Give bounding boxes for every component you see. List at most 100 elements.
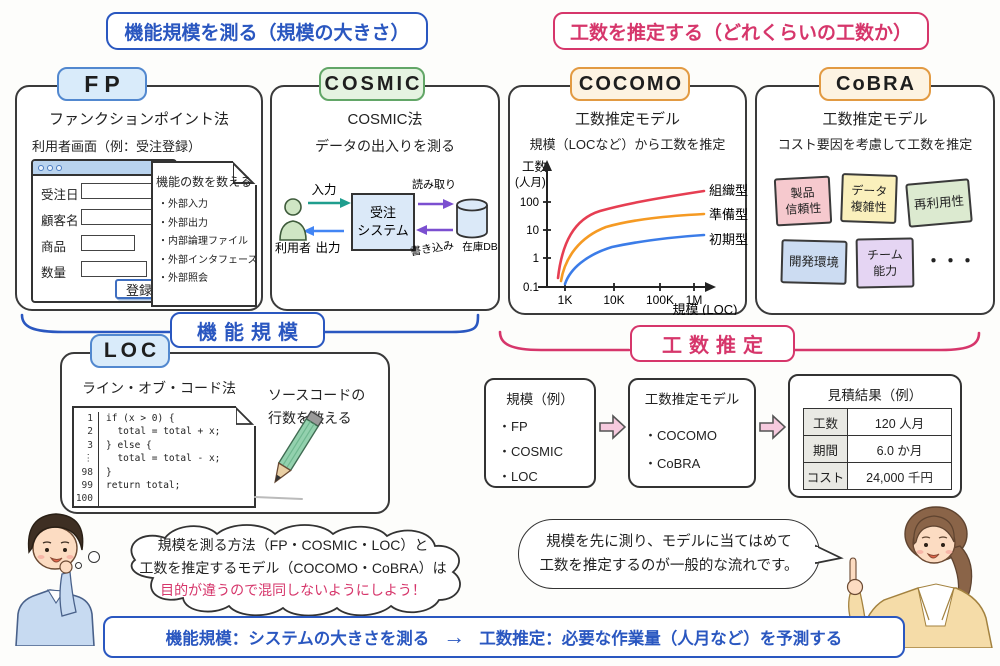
x-tick-label: 1K bbox=[558, 293, 573, 307]
flow-box-model-title: 工数推定モデル bbox=[644, 392, 740, 407]
form-field-label: 受注日 bbox=[41, 188, 79, 202]
legend-label-semidetached: 準備型 bbox=[709, 207, 748, 222]
curve-organic bbox=[556, 189, 706, 280]
form-field-label: 顧客名 bbox=[41, 214, 79, 228]
code-line: 100 bbox=[74, 492, 254, 506]
paper-fold-icon bbox=[233, 161, 257, 185]
y-axis-label-1: 工数 bbox=[522, 159, 548, 174]
cocomo-subtitle: 規模（LOCなど）から工数を推定 bbox=[529, 137, 726, 152]
thought-dot bbox=[75, 562, 82, 569]
code-line: 99 return total; bbox=[74, 479, 254, 493]
paper-fold-icon bbox=[236, 406, 256, 426]
window-dot bbox=[47, 164, 53, 171]
x-axis-label: 規模 (LOC) bbox=[672, 302, 737, 315]
cocomo-panel: COCOMO 工数推定モデル 規模（LOCなど）から工数を推定 工数 (人月) … bbox=[508, 67, 748, 315]
form-field-input bbox=[81, 209, 155, 225]
database-label: 在庫DB bbox=[462, 240, 498, 253]
code-line: 98} bbox=[74, 465, 254, 480]
table-row: 工数 120 人月 bbox=[803, 408, 952, 436]
input-arrowhead bbox=[340, 198, 351, 208]
y-tick-label: 0.1 bbox=[523, 282, 539, 294]
cost-factor-card-dev-environment: 開発環境 bbox=[780, 239, 848, 285]
cost-factor-card-reliability: 製品 信頼性 bbox=[773, 175, 833, 227]
code-line: 2 total = total + x; bbox=[74, 425, 254, 439]
read-arrowhead bbox=[443, 199, 454, 209]
note-item: ・外部出力 bbox=[158, 217, 208, 229]
system-label-1: 受注 bbox=[370, 205, 396, 220]
system-box bbox=[351, 193, 415, 251]
flow-box-scale: 規模（例） ・FP ・COSMIC ・LOC bbox=[484, 378, 596, 488]
code-paper: 1 if (x > 0) { 2 total = total + x; 3} el… bbox=[72, 406, 256, 508]
flow-box-result-title: 見積結果（例） bbox=[827, 388, 923, 403]
cost-factor-card-reusability: 再利用性 bbox=[905, 178, 973, 228]
brace-effort-estimation bbox=[498, 330, 981, 352]
read-arrow-label: 読み取り bbox=[412, 177, 456, 191]
table-row: コスト 24,000 千円 bbox=[803, 462, 952, 490]
user-label: 利用者 bbox=[275, 241, 311, 255]
cobra-title: 工数推定モデル bbox=[822, 111, 928, 128]
effort-chart: 工数 (人月) 100 10 1 0.1 1K 10K 100K 1M 規模 (… bbox=[515, 159, 748, 315]
cosmic-panel: COSMIC COSMIC法 データの出入りを測る 入力 利用者 出力 受注 シ… bbox=[270, 67, 500, 311]
system-label-2: システム bbox=[357, 223, 409, 238]
legend-label-organic: 組織型 bbox=[709, 183, 748, 198]
x-tick-label: 100K bbox=[646, 293, 674, 307]
section-header-effort-label: 工数を推定する（どれくらいの工数か） bbox=[569, 22, 912, 44]
loc-tab: LOC bbox=[90, 334, 170, 368]
y-axis-arrowhead bbox=[542, 160, 552, 171]
cobra-tab: CoBRA bbox=[819, 67, 931, 101]
x-axis-arrowhead bbox=[705, 282, 716, 292]
loc-title: ライン・オブ・コード法 bbox=[82, 380, 236, 396]
note-item: ・外部入力 bbox=[158, 199, 208, 210]
fp-tab: FP bbox=[57, 67, 147, 101]
form-field-label: 数量 bbox=[41, 266, 67, 280]
thought-bubble-text: 規模を測る方法（FP・COSMIC・LOC）と 工数を推定するモデル（COCOM… bbox=[128, 534, 458, 602]
cost-factor-card-data-complexity: データ 複雑性 bbox=[840, 173, 898, 224]
cosmic-subtitle: データの出入りを測る bbox=[315, 138, 455, 154]
label-functional-size: 機能規模 bbox=[170, 312, 325, 348]
x-tick-label: 10K bbox=[603, 293, 624, 307]
note-item: ・外部インタフェース bbox=[158, 254, 258, 266]
legend-label-embedded: 初期型 bbox=[709, 232, 748, 247]
y-tick-label: 100 bbox=[520, 197, 539, 209]
cosmic-title: COSMIC法 bbox=[347, 111, 423, 128]
flow-box-scale-title: 規模（例） bbox=[506, 392, 574, 407]
database-icon bbox=[456, 198, 488, 239]
write-arrowhead bbox=[416, 225, 427, 235]
fp-title: ファンクションポイント法 bbox=[48, 111, 229, 128]
y-tick-label: 1 bbox=[533, 253, 539, 265]
section-header-size-label: 機能規模を測る（規模の大きさ） bbox=[124, 22, 410, 44]
flow-item: ・COCOMO bbox=[644, 428, 717, 443]
function-count-note: 機能の数を数える ・外部入力 ・外部出力 ・内部論理ファイル ・外部インタフェー… bbox=[151, 161, 258, 307]
fp-panel: FP ファンクションポイント法 利用者画面（例：受注登録） 受注日 顧客名 商品… bbox=[15, 67, 263, 311]
user-icon bbox=[279, 198, 307, 241]
fp-subtitle: 利用者画面（例：受注登録） bbox=[32, 139, 202, 154]
window-dot bbox=[56, 164, 62, 171]
banner-right-text: 工数推定：必要な作業量（人月など）を予測する bbox=[479, 630, 843, 648]
x-tick-label: 1M bbox=[686, 293, 703, 307]
more-factors-ellipsis: ・・・ bbox=[925, 252, 976, 271]
flow-item: ・FP bbox=[498, 419, 528, 434]
banner-arrow: → bbox=[443, 624, 466, 649]
input-arrow-label: 入力 bbox=[311, 183, 336, 197]
code-line: 3} else { bbox=[74, 438, 254, 453]
form-field-input bbox=[81, 235, 135, 251]
cosmic-diagram: 入力 利用者 出力 受注 システム 読み取り 書き込み bbox=[275, 177, 498, 259]
section-header-size: 機能規模を測る（規模の大きさ） bbox=[106, 12, 428, 50]
code-line: ⋮ total = total - x; bbox=[74, 452, 254, 466]
form-field-label: 商品 bbox=[41, 240, 67, 254]
cocomo-title: 工数推定モデル bbox=[574, 111, 680, 128]
write-arrow-label: 書き込み bbox=[409, 238, 455, 259]
pencil-icon bbox=[254, 410, 324, 500]
flow-box-result: 見積結果（例） 工数 120 人月 期間 6.0 か月 コスト 24,000 千円 bbox=[788, 374, 962, 498]
code-line: 1 if (x > 0) { bbox=[74, 412, 254, 426]
flow-item: ・COSMIC bbox=[498, 444, 564, 459]
curve-embedded bbox=[563, 233, 706, 286]
summary-banner: 機能規模：システムの大きさを測る → 工数推定：必要な作業量（人月など）を予測す… bbox=[103, 616, 905, 658]
cost-factor-card-team-capability: チーム 能力 bbox=[855, 237, 915, 289]
flow-arrow-icon bbox=[599, 414, 626, 440]
note-item: ・外部照会 bbox=[158, 273, 208, 284]
note-title: 機能の数を数える bbox=[156, 175, 252, 189]
section-header-effort: 工数を推定する（どれくらいの工数か） bbox=[553, 12, 929, 50]
flow-item: ・CoBRA bbox=[644, 456, 701, 471]
